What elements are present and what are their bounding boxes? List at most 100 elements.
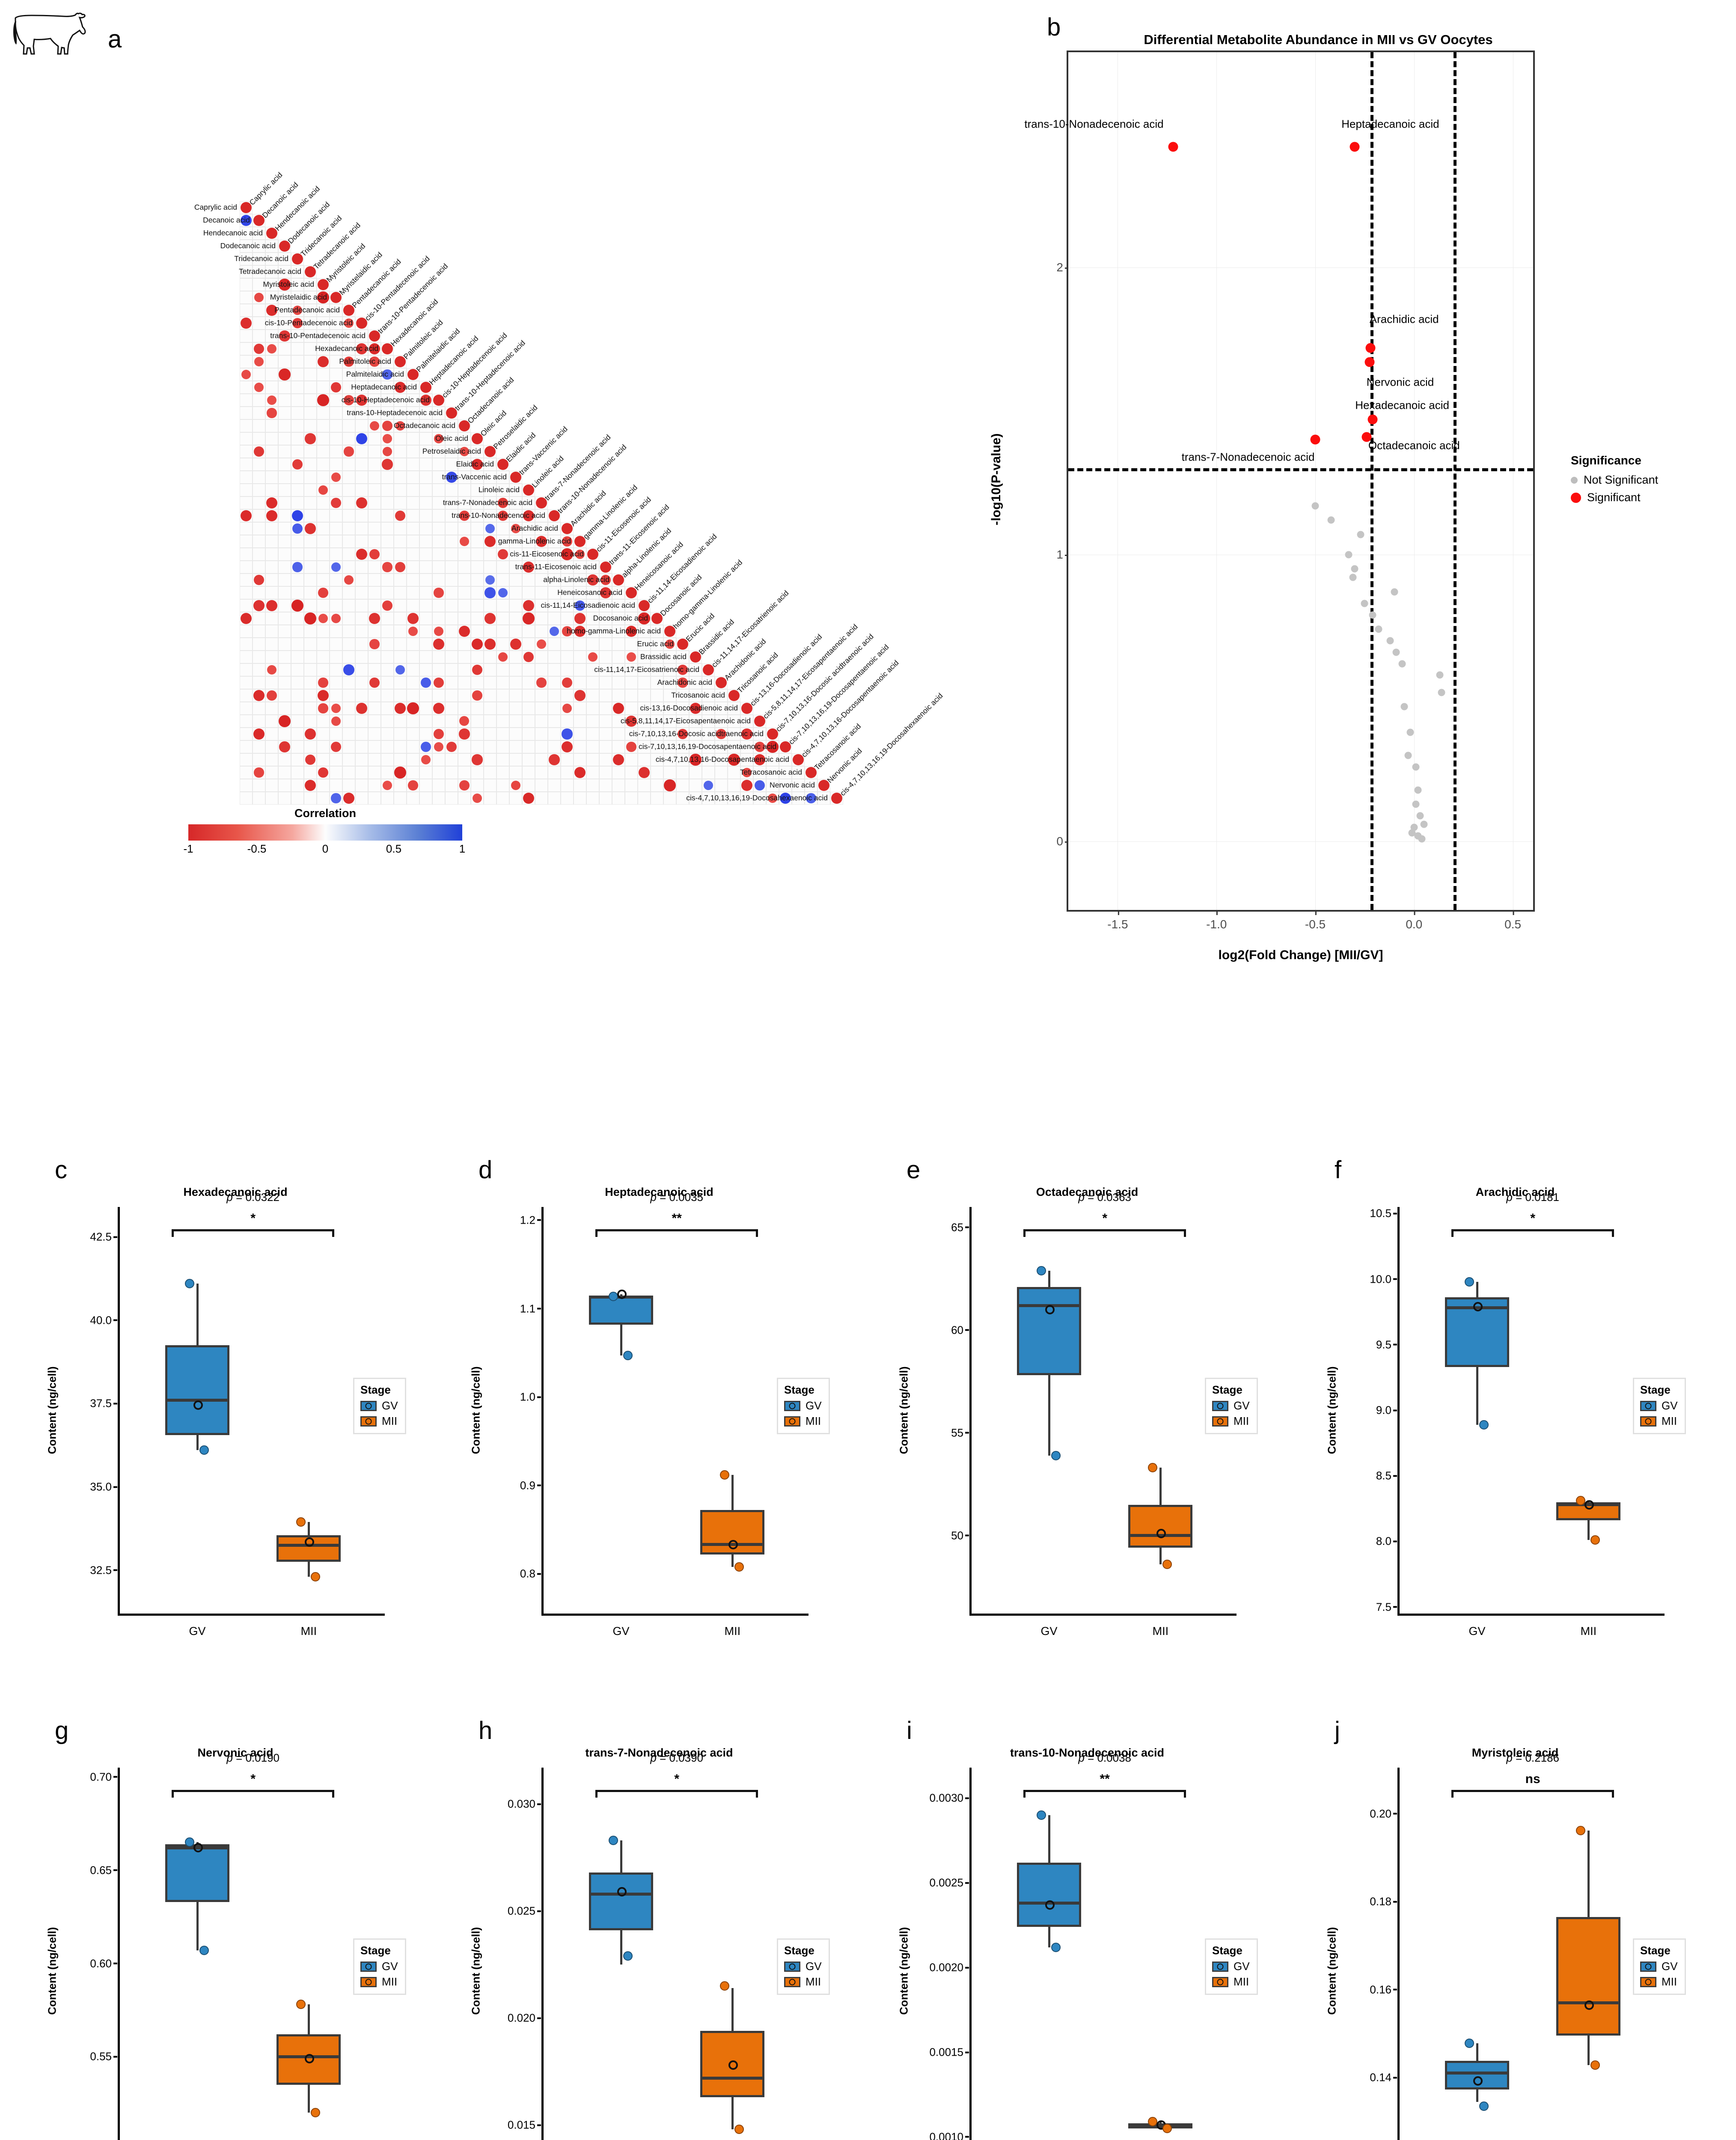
stage-legend-item-mii: MII <box>1212 1415 1250 1428</box>
correlation-cell <box>368 445 381 458</box>
correlation-cell <box>484 766 496 779</box>
boxplot-x-axis <box>969 1614 1237 1616</box>
correlation-cell <box>330 419 342 432</box>
correlation-cell <box>381 381 394 394</box>
correlation-cell <box>240 291 253 304</box>
boxplot-y-axis <box>969 1768 972 2140</box>
correlation-dot <box>471 458 483 470</box>
correlation-cell <box>599 625 612 638</box>
correlation-dot <box>395 421 405 431</box>
correlation-cell <box>304 394 317 407</box>
boxplot-y-tick: 8.5 <box>1323 1469 1397 1483</box>
correlation-cell <box>676 766 689 779</box>
correlation-cell <box>407 676 419 689</box>
correlation-dot <box>612 702 624 714</box>
correlation-dot <box>318 588 328 598</box>
correlation-dot <box>626 742 636 752</box>
correlation-dot <box>472 793 482 803</box>
correlation-cell <box>368 522 381 535</box>
correlation-cell <box>419 663 432 676</box>
boxplot-y-tick: 42.5 <box>43 1230 117 1244</box>
correlation-cell <box>317 651 330 663</box>
correlation-dot <box>356 395 367 406</box>
boxplot-data-point <box>296 1517 306 1527</box>
volcano-x-tick: -1.5 <box>1107 911 1128 931</box>
correlation-cell <box>394 625 407 638</box>
correlation-cell <box>407 496 419 509</box>
correlation-cell <box>496 522 509 535</box>
correlation-cell <box>689 766 702 779</box>
correlation-cell <box>253 509 265 522</box>
correlation-cell <box>304 381 317 394</box>
correlation-cell <box>407 753 419 766</box>
correlation-cell <box>394 484 407 496</box>
boxplot-title: Octadecanoic acid <box>1036 1186 1139 1198</box>
correlation-cell <box>625 638 638 651</box>
correlation-cell <box>381 689 394 702</box>
correlation-cell <box>548 612 561 625</box>
correlation-cell <box>740 715 753 728</box>
correlation-cell <box>317 599 330 612</box>
correlation-cell <box>445 561 458 574</box>
correlation-cell <box>342 535 355 548</box>
correlation-cell <box>265 728 278 740</box>
correlation-cell <box>561 638 574 651</box>
correlation-row-label: Octadecanoic acid <box>394 421 455 430</box>
correlation-cell <box>728 728 740 740</box>
boxplot-plot-area <box>1397 1768 1663 2140</box>
correlation-cell <box>715 689 728 702</box>
correlation-cell <box>317 574 330 586</box>
correlation-cell <box>368 779 381 792</box>
correlation-cell <box>548 663 561 676</box>
correlation-row-label: alpha-Linolenic acid <box>543 575 609 584</box>
correlation-cell <box>407 740 419 753</box>
correlation-dot <box>253 343 265 354</box>
correlation-cell <box>304 586 317 599</box>
correlation-row-label: gamma-Linolenic acid <box>498 537 571 545</box>
legend-item-significant: Significant <box>1571 491 1658 504</box>
correlation-cell <box>253 330 265 342</box>
stage-legend-label-mii: MII <box>1662 1975 1677 1988</box>
correlation-dot <box>369 677 380 688</box>
correlation-cell <box>728 740 740 753</box>
correlation-cell <box>355 740 368 753</box>
correlation-cell <box>304 330 317 342</box>
correlation-cell <box>445 676 458 689</box>
volcano-y-tick: 2 <box>1056 261 1068 274</box>
correlation-cell <box>355 458 368 471</box>
correlation-cell <box>471 445 484 458</box>
correlation-cell <box>355 625 368 638</box>
correlation-cell <box>471 586 484 599</box>
correlation-cell <box>458 432 471 445</box>
correlation-dot <box>433 677 444 688</box>
correlation-dot <box>485 575 495 585</box>
stage-legend-title: Stage <box>1212 1944 1243 1957</box>
correlation-cell <box>317 779 330 792</box>
volcano-point-not-significant <box>1345 551 1353 559</box>
correlation-dot <box>511 780 521 791</box>
boxplot-y-axis-label: Content (ng/cell) <box>469 1366 482 1454</box>
correlation-cell <box>342 625 355 638</box>
correlation-cell <box>240 728 253 740</box>
correlation-cell <box>355 419 368 432</box>
correlation-cell <box>535 509 548 522</box>
correlation-cell <box>355 651 368 663</box>
correlation-cell <box>368 574 381 586</box>
correlation-cell <box>278 561 291 574</box>
correlation-cell <box>278 728 291 740</box>
correlation-dot <box>317 356 329 368</box>
correlation-dot <box>472 754 483 765</box>
correlation-cell <box>599 702 612 715</box>
correlation-dot <box>292 459 303 470</box>
correlation-cell <box>368 432 381 445</box>
correlation-cell <box>458 663 471 676</box>
boxplot-y-tick-mark <box>1393 1213 1397 1215</box>
correlation-dot <box>330 291 342 303</box>
correlation-dot <box>369 421 380 431</box>
correlation-cell <box>342 458 355 471</box>
correlation-cell <box>291 625 304 638</box>
correlation-cell <box>651 663 663 676</box>
correlation-cell <box>522 586 535 599</box>
correlation-dot <box>291 510 303 522</box>
correlation-cell <box>342 766 355 779</box>
